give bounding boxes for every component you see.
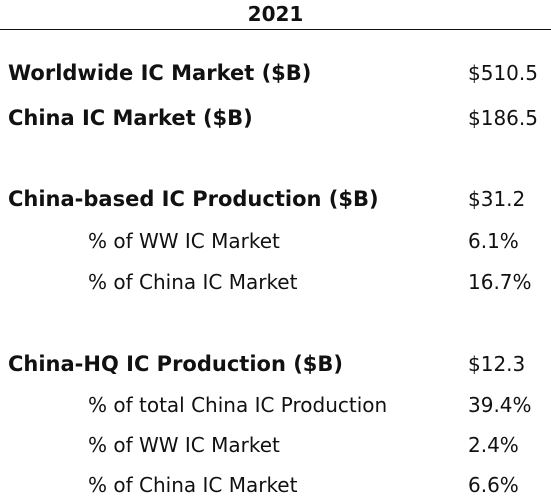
row-label: China-HQ IC Production ($B) bbox=[8, 352, 344, 376]
row-label: Worldwide IC Market ($B) bbox=[8, 61, 312, 85]
row-value: $510.5 bbox=[468, 61, 538, 85]
row-label: % of total China IC Production bbox=[88, 393, 388, 417]
row-label: China-based IC Production ($B) bbox=[8, 187, 379, 211]
row-value: 6.6% bbox=[468, 473, 519, 497]
table-row: China-based IC Production ($B) $31.2 bbox=[0, 184, 551, 214]
row-value: $186.5 bbox=[468, 106, 538, 130]
row-value: $12.3 bbox=[468, 352, 526, 376]
table-row: % of China IC Market 16.7% bbox=[0, 267, 551, 297]
table-row: % of total China IC Production 39.4% bbox=[0, 390, 551, 420]
row-label: % of WW IC Market bbox=[88, 229, 280, 253]
row-value: 2.4% bbox=[468, 433, 519, 457]
row-value: 39.4% bbox=[468, 393, 532, 417]
table-row: China-HQ IC Production ($B) $12.3 bbox=[0, 349, 551, 379]
table-row: % of China IC Market 6.6% bbox=[0, 470, 551, 500]
row-value: $31.2 bbox=[468, 187, 526, 211]
row-label: % of WW IC Market bbox=[88, 433, 280, 457]
table-row: % of WW IC Market 2.4% bbox=[0, 430, 551, 460]
table-row: China IC Market ($B) $186.5 bbox=[0, 103, 551, 133]
year-heading: 2021 bbox=[247, 2, 304, 26]
table-row: % of WW IC Market 6.1% bbox=[0, 226, 551, 256]
row-value: 16.7% bbox=[468, 270, 532, 294]
row-label: % of China IC Market bbox=[88, 473, 298, 497]
table-row: Worldwide IC Market ($B) $510.5 bbox=[0, 58, 551, 88]
table-header: 2021 bbox=[0, 0, 551, 30]
row-value: 6.1% bbox=[468, 229, 519, 253]
row-label: % of China IC Market bbox=[88, 270, 298, 294]
row-label: China IC Market ($B) bbox=[8, 106, 253, 130]
